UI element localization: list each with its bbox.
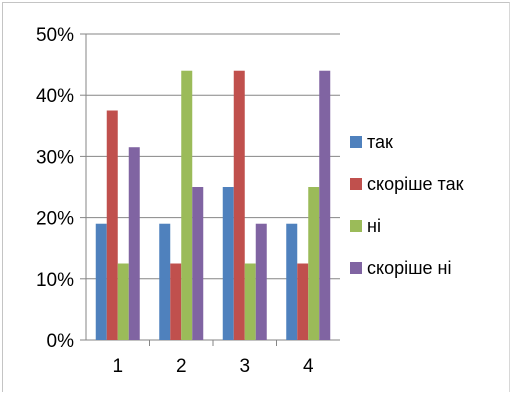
- x-axis-ticks: 1 2 3 4: [112, 356, 314, 377]
- y-tick-label: 50%: [36, 25, 74, 46]
- x-tick-label: 3: [239, 356, 250, 377]
- legend-label-1: так: [367, 132, 393, 152]
- bar-1-cat-1: [95, 223, 107, 340]
- bar-2-cat-1: [106, 110, 118, 340]
- bars: [95, 70, 331, 340]
- y-tick-label: 0%: [47, 331, 75, 352]
- y-tick-label: 30%: [36, 147, 74, 168]
- x-tick-label: 1: [112, 356, 123, 377]
- bar-3-cat-2: [181, 70, 193, 340]
- legend-swatch-1: [350, 136, 362, 148]
- bar-4-cat-3: [255, 223, 267, 340]
- bar-4-cat-4: [319, 70, 331, 340]
- x-tick-label: 4: [303, 356, 314, 377]
- bar-2-cat-4: [297, 263, 309, 340]
- legend-swatch-4: [350, 262, 362, 274]
- x-tick-label: 2: [176, 356, 187, 377]
- legend-label-2: скоріше так: [367, 174, 464, 194]
- gridlines: [86, 33, 340, 280]
- y-tick-label: 20%: [36, 209, 74, 230]
- bar-1-cat-3: [222, 187, 234, 340]
- y-tick-label: 40%: [36, 86, 74, 107]
- legend-label-4: скоріше ні: [367, 258, 452, 278]
- bar-4-cat-2: [192, 187, 204, 340]
- y-axis-ticks: 0% 10% 20% 30% 40% 50%: [36, 25, 74, 352]
- legend-swatch-3: [350, 220, 362, 232]
- bar-3-cat-1: [117, 263, 129, 340]
- legend-label-3: ні: [367, 216, 381, 236]
- bar-3-cat-3: [244, 263, 256, 340]
- legend: так скоріше так ні скоріше ні: [350, 132, 464, 278]
- bar-2-cat-3: [233, 70, 245, 340]
- bar-1-cat-2: [159, 223, 171, 340]
- bar-3-cat-4: [308, 187, 320, 340]
- bar-2-cat-2: [170, 263, 182, 340]
- bar-1-cat-4: [286, 223, 298, 340]
- legend-swatch-2: [350, 178, 362, 190]
- y-tick-label: 10%: [36, 270, 74, 291]
- bar-4-cat-1: [128, 147, 140, 340]
